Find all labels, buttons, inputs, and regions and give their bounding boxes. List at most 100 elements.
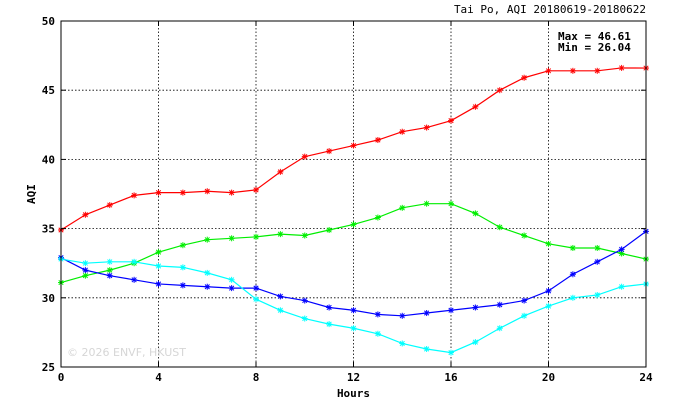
data-point [326,148,333,155]
data-point [399,128,406,135]
data-point [326,226,333,233]
y-tick-label: 25 [42,361,55,374]
data-point [277,307,284,314]
data-point [448,200,454,207]
data-point [350,325,357,332]
data-point [228,276,235,283]
data-point [472,210,479,217]
x-tick-label: 4 [155,371,162,384]
data-point [106,202,113,209]
x-tick-label: 16 [444,371,458,384]
data-point [569,271,576,278]
data-point [326,321,333,328]
data-point [82,211,89,218]
data-point [594,292,601,299]
x-tick-label: 20 [542,371,555,384]
data-point [521,74,528,81]
data-point [204,236,211,243]
data-point [618,283,625,290]
data-point [399,340,406,347]
series-2 [58,200,649,286]
data-point [472,339,479,346]
data-point [545,67,552,74]
data-point [399,312,406,319]
data-point [423,200,430,207]
y-tick-label: 45 [42,84,55,97]
data-point [82,272,89,279]
data-point [301,315,308,322]
data-point [423,346,430,353]
data-point [545,303,552,310]
data-point [496,325,503,332]
min-annotation: Min = 26.04 [558,41,631,54]
data-point [374,330,381,337]
data-point [204,188,211,195]
data-point [155,189,162,196]
y-axis-label: AQI [25,184,38,204]
data-point [131,258,138,265]
data-point [326,304,333,311]
data-point [521,232,528,239]
data-point [301,153,308,160]
x-tick-label: 24 [639,371,653,384]
data-point [106,267,113,274]
data-point [204,269,211,276]
data-point [253,296,259,303]
x-tick-label: 12 [347,371,360,384]
data-point [618,250,625,257]
data-point [253,186,259,193]
data-point [82,260,89,267]
data-point [179,189,186,196]
data-point [569,244,576,251]
data-point [277,293,284,300]
data-point [448,117,454,124]
data-point [155,280,162,287]
chart-title: Tai Po, AQI 20180619-20180622 [454,3,646,16]
data-point [179,264,186,271]
max-annotation: Max = 46.61 [558,30,631,43]
data-point [277,168,284,175]
data-point [179,282,186,289]
data-point [374,311,381,318]
data-point [472,304,479,311]
data-point [448,349,454,356]
axis-ticks: 0 4 8 12 16 20 24 25 30 35 40 45 50 [42,15,653,384]
data-point [496,224,503,231]
data-point [82,267,89,274]
data-point [423,124,430,131]
data-point [253,233,259,240]
y-tick-label: 40 [42,153,55,166]
data-point [155,262,162,269]
data-point [350,142,357,149]
data-point [448,307,454,314]
y-tick-label: 35 [42,223,55,236]
data-point [569,294,576,301]
data-point [545,240,552,247]
data-point [374,137,381,144]
x-tick-label: 0 [58,371,65,384]
data-point [618,246,625,253]
data-point [594,244,601,251]
data-point [228,285,235,292]
series-lines [58,64,649,356]
data-point [131,276,138,283]
data-point [569,67,576,74]
data-point [228,189,235,196]
data-point [155,249,162,256]
y-tick-label: 30 [42,292,55,305]
data-point [179,242,186,249]
data-point [521,297,528,304]
data-point [350,307,357,314]
data-point [399,204,406,211]
data-point [594,67,601,74]
data-point [204,283,211,290]
data-point [106,258,113,265]
data-point [228,235,235,242]
data-point [594,258,601,265]
data-point [106,272,113,279]
data-point [277,231,284,238]
data-point [374,214,381,221]
y-tick-label: 50 [42,15,55,28]
x-axis-label: Hours [337,387,370,400]
